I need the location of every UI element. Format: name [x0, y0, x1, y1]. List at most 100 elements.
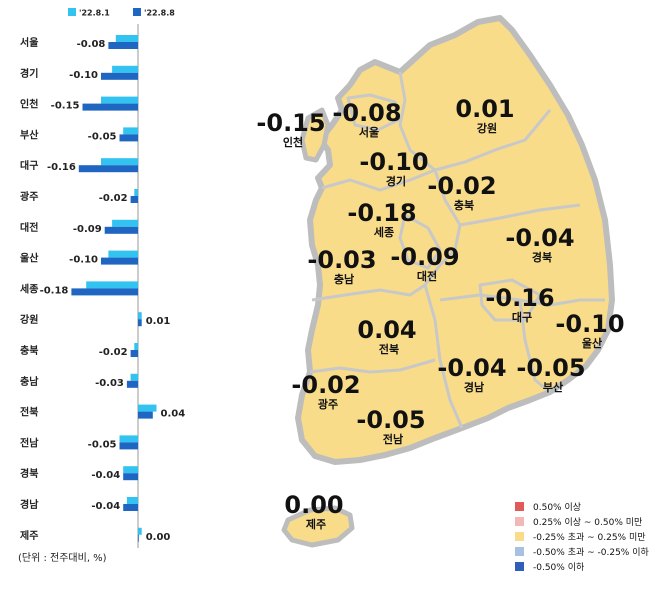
region-value-label: 0.00 — [284, 491, 343, 519]
bar-prev — [112, 219, 138, 227]
region-value-label: -0.05 — [356, 406, 425, 434]
bar-curr — [130, 196, 138, 203]
region-value-label: -0.05 — [516, 354, 585, 382]
legend-swatch — [68, 8, 76, 16]
bar-curr — [78, 165, 138, 173]
bar-prev — [115, 35, 138, 42]
region-name-label: 대전 — [417, 269, 437, 283]
category-label: 대구 — [20, 159, 38, 172]
bar-prev — [123, 127, 138, 135]
category-label: 제주 — [20, 529, 38, 542]
data-label: -0.05 — [88, 131, 117, 142]
legend-item: -0.50% 이하 — [515, 559, 665, 574]
category-label: 경기 — [20, 67, 38, 80]
region-name-label: 서울 — [359, 125, 379, 139]
bar-prev — [123, 466, 138, 474]
data-label: -0.15 — [51, 101, 80, 112]
data-label: -0.10 — [69, 70, 98, 81]
legend-swatch — [515, 502, 524, 511]
legend-label: -0.50% 이하 — [533, 563, 585, 573]
bar-curr — [123, 504, 138, 511]
data-label: -0.10 — [69, 255, 98, 266]
category-label: 인천 — [20, 98, 38, 111]
bar-curr — [101, 72, 138, 80]
bar-curr — [104, 226, 138, 234]
incheon-shape — [299, 107, 331, 163]
korea-region-map: -0.15 인천 -0.08 서울 0.01 강원 -0.10 경기 -0.02 충북 -0.18 세… — [250, 0, 670, 588]
region-name-label: 충남 — [334, 272, 354, 286]
region-value-label: -0.16 — [485, 284, 554, 312]
legend-swatch — [515, 547, 524, 556]
category-label: 세종 — [20, 282, 38, 295]
bar-prev — [134, 189, 138, 196]
jeju-shape — [281, 505, 355, 548]
data-label: -0.05 — [88, 439, 117, 450]
region-name-label: 부산 — [543, 380, 563, 394]
legend-item: -0.25% 초과 ~ 0.25% 미만 — [515, 529, 665, 544]
bar-prev — [138, 404, 157, 412]
category-label: 서울 — [20, 36, 38, 49]
legend-item: 0.50% 이상 — [515, 499, 665, 514]
category-label: 경북 — [20, 467, 38, 480]
category-label: 전북 — [20, 406, 38, 419]
bar-curr — [130, 350, 138, 357]
region-name-label: 인천 — [283, 135, 303, 149]
data-label: -0.18 — [40, 285, 69, 296]
region-value-label: -0.04 — [505, 224, 574, 252]
bar-curr — [71, 288, 138, 296]
region-boundaries — [309, 71, 605, 429]
bar-curr — [138, 534, 139, 542]
region-name-label: 경기 — [386, 174, 406, 188]
data-label: -0.02 — [99, 347, 128, 358]
region-value-label: -0.04 — [437, 354, 506, 382]
bar-prev — [126, 497, 138, 504]
legend-label: 0.25% 이상 ~ 0.50% 미만 — [533, 518, 643, 528]
data-label: 0.01 — [146, 316, 171, 327]
data-label: -0.04 — [91, 470, 120, 481]
region-value-label: -0.18 — [347, 199, 416, 227]
bar-prev — [112, 65, 138, 73]
data-label: -0.04 — [91, 501, 120, 512]
legend-swatch — [515, 562, 524, 571]
region-value-label: -0.10 — [555, 310, 624, 338]
legend-swatch — [515, 517, 524, 526]
data-label: -0.09 — [73, 224, 102, 235]
data-label: 0.00 — [146, 532, 171, 543]
bar-prev — [119, 435, 138, 443]
legend-label: -0.50% 초과 ~ -0.25% 이하 — [533, 548, 649, 558]
bar-curr — [138, 319, 142, 327]
bar-curr — [119, 134, 138, 142]
region-name-label: 광주 — [318, 398, 338, 411]
bar-curr — [123, 473, 138, 481]
category-label: 전남 — [20, 436, 39, 449]
bar-prev — [130, 373, 138, 381]
region-value-label: -0.02 — [427, 172, 496, 200]
region-name-label: 충북 — [454, 198, 474, 212]
region-value-label: 0.01 — [455, 95, 514, 123]
region-name-label: 전북 — [379, 342, 399, 356]
data-label: 0.04 — [161, 409, 186, 420]
data-label: -0.02 — [99, 193, 128, 204]
data-label: -0.03 — [95, 378, 124, 389]
bar-curr — [126, 380, 138, 388]
region-name-label: 경남 — [464, 380, 484, 394]
bar-curr — [82, 103, 138, 111]
region-name-label: 전남 — [383, 432, 403, 446]
legend-label: -0.25% 초과 ~ 0.25% 미만 — [533, 533, 646, 543]
legend-item: -0.50% 초과 ~ -0.25% 이하 — [515, 544, 665, 559]
legend-label: '22.8.1 — [79, 9, 110, 18]
unit-note: (단위 : 전주대비, %) — [18, 551, 107, 564]
bar-curr — [108, 42, 138, 49]
category-label: 충남 — [20, 375, 39, 388]
bar-prev — [101, 158, 138, 166]
region-value-label: 0.04 — [357, 316, 416, 344]
region-value-label: -0.03 — [307, 246, 376, 274]
region-value-label: -0.08 — [332, 99, 401, 127]
bar-prev — [108, 250, 138, 258]
region-name-label: 대구 — [512, 310, 532, 324]
region-name-label: 세종 — [374, 225, 394, 239]
region-name-label: 제주 — [306, 517, 326, 531]
legend-swatch — [515, 532, 524, 541]
data-label: -0.08 — [77, 39, 106, 50]
region-name-label: 강원 — [477, 121, 497, 135]
